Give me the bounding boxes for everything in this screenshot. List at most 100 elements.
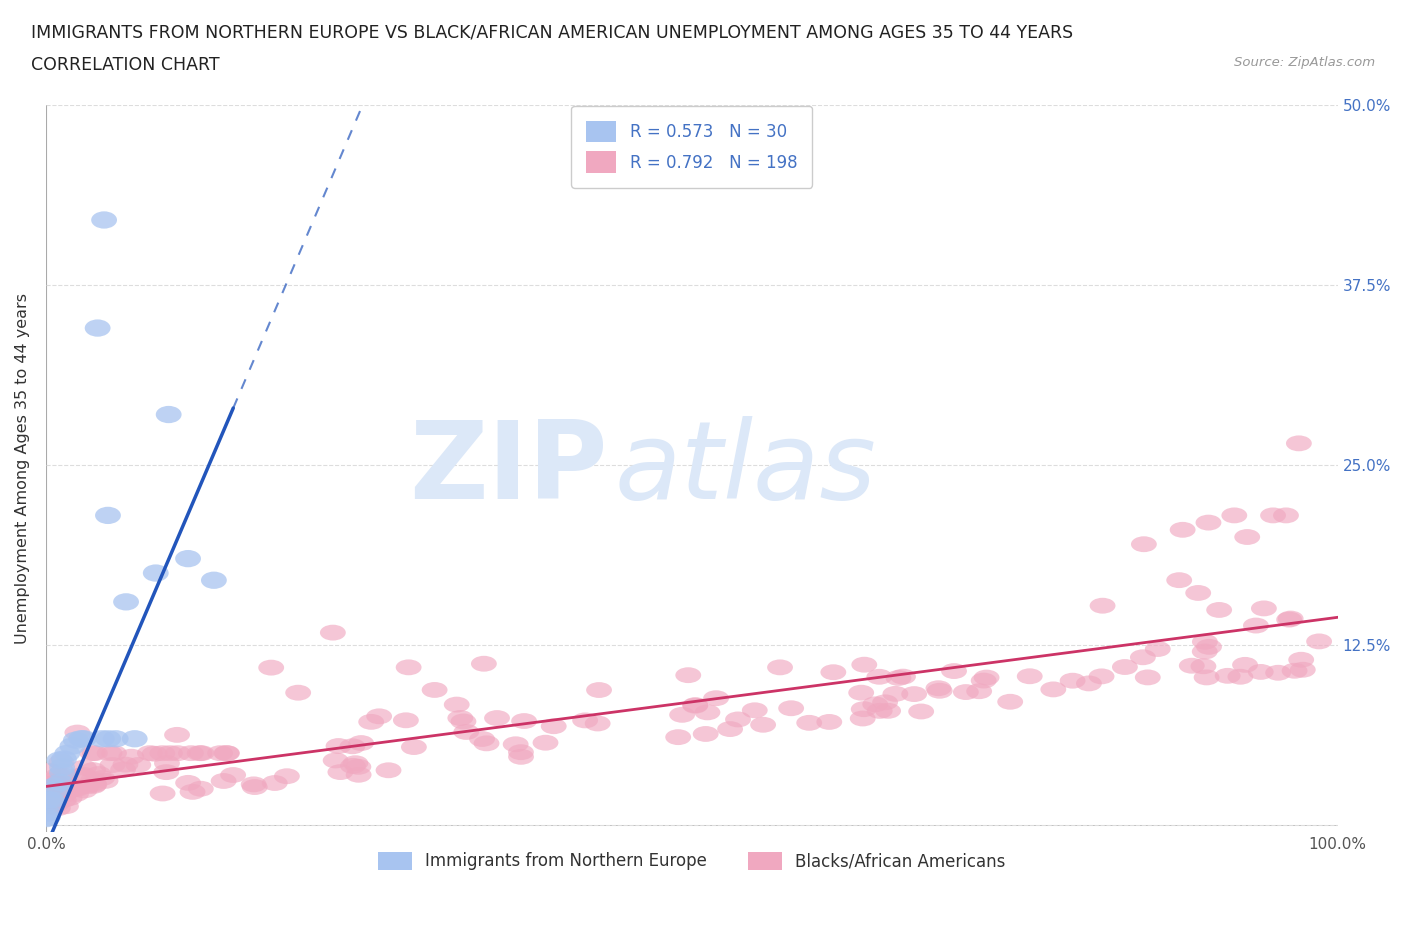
Ellipse shape [508, 749, 534, 764]
Ellipse shape [1272, 508, 1299, 524]
Ellipse shape [1289, 662, 1316, 678]
Ellipse shape [89, 730, 115, 748]
Ellipse shape [149, 786, 176, 802]
Ellipse shape [1260, 508, 1286, 524]
Ellipse shape [65, 781, 90, 797]
Ellipse shape [35, 795, 60, 811]
Ellipse shape [41, 777, 67, 795]
Ellipse shape [1265, 665, 1291, 681]
Ellipse shape [693, 726, 718, 742]
Ellipse shape [122, 730, 148, 748]
Ellipse shape [118, 749, 145, 764]
Ellipse shape [340, 758, 366, 774]
Ellipse shape [53, 779, 79, 795]
Ellipse shape [44, 777, 69, 792]
Y-axis label: Unemployment Among Ages 35 to 44 years: Unemployment Among Ages 35 to 44 years [15, 293, 30, 644]
Ellipse shape [39, 799, 66, 815]
Ellipse shape [1167, 572, 1192, 588]
Ellipse shape [52, 768, 77, 784]
Ellipse shape [101, 745, 127, 761]
Ellipse shape [966, 684, 993, 699]
Ellipse shape [45, 800, 70, 817]
Ellipse shape [62, 780, 89, 797]
Ellipse shape [1306, 633, 1331, 649]
Ellipse shape [422, 682, 447, 698]
Ellipse shape [541, 718, 567, 734]
Ellipse shape [136, 745, 163, 761]
Ellipse shape [39, 782, 66, 798]
Text: CORRELATION CHART: CORRELATION CHART [31, 56, 219, 73]
Ellipse shape [51, 751, 77, 768]
Ellipse shape [682, 698, 709, 713]
Ellipse shape [96, 730, 121, 748]
Ellipse shape [1060, 672, 1085, 688]
Ellipse shape [188, 781, 214, 797]
Ellipse shape [768, 659, 793, 675]
Ellipse shape [974, 670, 1000, 685]
Ellipse shape [848, 684, 875, 700]
Ellipse shape [821, 664, 846, 680]
Ellipse shape [35, 791, 60, 808]
Ellipse shape [52, 784, 79, 800]
Ellipse shape [359, 714, 384, 730]
Ellipse shape [366, 709, 392, 724]
Ellipse shape [695, 704, 720, 720]
Ellipse shape [471, 656, 496, 671]
Ellipse shape [176, 550, 201, 567]
Ellipse shape [585, 715, 610, 731]
Ellipse shape [59, 737, 86, 755]
Ellipse shape [474, 736, 499, 751]
Ellipse shape [444, 697, 470, 712]
Ellipse shape [262, 775, 288, 790]
Ellipse shape [1191, 658, 1216, 674]
Ellipse shape [817, 714, 842, 730]
Ellipse shape [51, 792, 77, 808]
Ellipse shape [328, 764, 353, 780]
Ellipse shape [165, 745, 191, 761]
Ellipse shape [82, 745, 108, 761]
Ellipse shape [346, 759, 371, 775]
Ellipse shape [401, 739, 427, 755]
Ellipse shape [1215, 668, 1240, 684]
Ellipse shape [142, 746, 167, 762]
Ellipse shape [1286, 435, 1312, 451]
Ellipse shape [37, 799, 62, 815]
Ellipse shape [65, 724, 90, 740]
Text: IMMIGRANTS FROM NORTHERN EUROPE VS BLACK/AFRICAN AMERICAN UNEMPLOYMENT AMONG AGE: IMMIGRANTS FROM NORTHERN EUROPE VS BLACK… [31, 23, 1073, 41]
Ellipse shape [156, 405, 181, 423]
Ellipse shape [79, 745, 105, 761]
Ellipse shape [1288, 652, 1315, 668]
Ellipse shape [1278, 611, 1303, 627]
Ellipse shape [53, 798, 79, 814]
Ellipse shape [91, 211, 117, 229]
Ellipse shape [866, 703, 893, 719]
Ellipse shape [1076, 675, 1102, 691]
Ellipse shape [44, 796, 69, 812]
Ellipse shape [1112, 659, 1137, 675]
Ellipse shape [862, 697, 889, 712]
Ellipse shape [157, 745, 183, 761]
Ellipse shape [49, 754, 75, 770]
Ellipse shape [339, 738, 366, 754]
Ellipse shape [112, 757, 138, 773]
Ellipse shape [89, 770, 115, 786]
Ellipse shape [35, 790, 62, 806]
Ellipse shape [44, 780, 70, 798]
Ellipse shape [925, 680, 952, 697]
Ellipse shape [211, 773, 236, 789]
Ellipse shape [72, 782, 97, 798]
Ellipse shape [1017, 669, 1043, 684]
Ellipse shape [143, 565, 169, 581]
Ellipse shape [1130, 537, 1157, 552]
Ellipse shape [326, 738, 352, 754]
Ellipse shape [349, 735, 374, 751]
Ellipse shape [240, 777, 267, 792]
Text: Source: ZipAtlas.com: Source: ZipAtlas.com [1234, 56, 1375, 69]
Ellipse shape [851, 701, 877, 717]
Ellipse shape [941, 663, 967, 679]
Ellipse shape [1234, 529, 1260, 545]
Ellipse shape [1090, 598, 1115, 614]
Ellipse shape [221, 767, 246, 783]
Ellipse shape [97, 745, 122, 761]
Ellipse shape [1170, 522, 1195, 538]
